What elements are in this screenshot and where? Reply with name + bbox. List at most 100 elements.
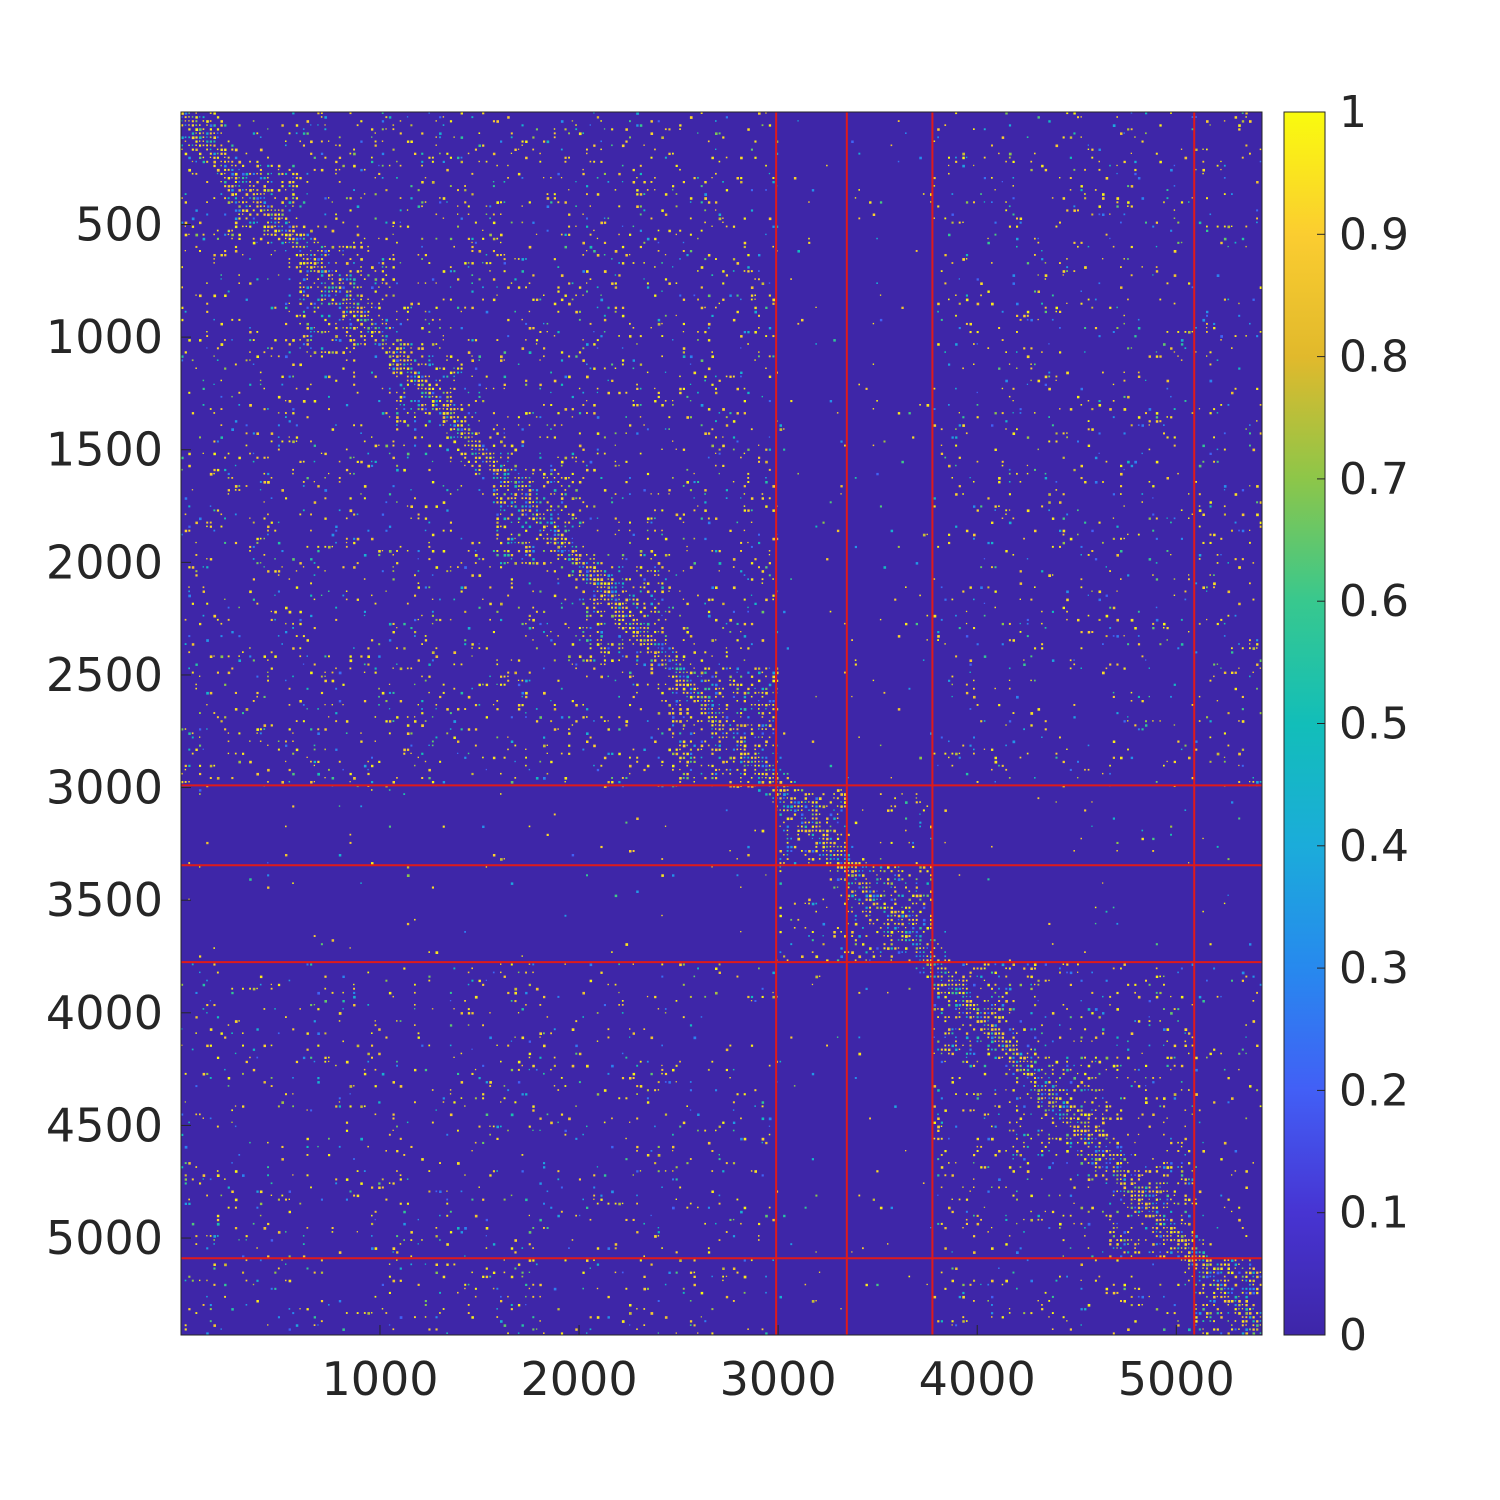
heatmap-cell — [328, 322, 331, 326]
heatmap-cell — [234, 363, 237, 366]
heatmap-cell — [249, 327, 251, 329]
heatmap-cell — [557, 578, 559, 580]
heatmap-cell — [560, 298, 564, 302]
heatmap-cell — [1163, 627, 1165, 629]
heatmap-cell — [578, 574, 581, 577]
heatmap-cell — [704, 700, 707, 702]
heatmap-cell — [371, 306, 373, 309]
heatmap-cell — [453, 598, 456, 601]
heatmap-cell — [209, 136, 212, 139]
heatmap-cell — [227, 606, 230, 609]
heatmap-cell — [181, 266, 183, 269]
heatmap-cell — [650, 327, 652, 329]
heatmap-cell — [1223, 489, 1226, 491]
heatmap-cell — [209, 505, 212, 507]
heatmap-cell — [345, 197, 348, 200]
heatmap-cell — [399, 339, 402, 342]
heatmap-cell — [743, 270, 746, 272]
heatmap-cell — [410, 367, 413, 370]
heatmap-cell — [582, 241, 585, 245]
heatmap-cell — [933, 140, 936, 142]
heatmap-cell — [435, 379, 437, 382]
heatmap-cell — [621, 655, 624, 658]
heatmap-cell — [442, 335, 444, 337]
heatmap-cell — [607, 590, 611, 594]
heatmap-cell — [672, 675, 675, 678]
heatmap-cell — [905, 622, 908, 626]
heatmap-cell — [342, 327, 344, 329]
heatmap-cell — [743, 387, 746, 390]
heatmap-cell — [761, 691, 764, 694]
heatmap-cell — [564, 408, 568, 411]
heatmap-cell — [586, 290, 588, 293]
heatmap-cell — [464, 452, 467, 455]
heatmap-cell — [381, 387, 384, 390]
heatmap-cell — [611, 606, 613, 609]
heatmap-cell — [1102, 213, 1105, 216]
heatmap-cell — [345, 598, 348, 601]
heatmap-cell — [1173, 274, 1177, 277]
heatmap-cell — [965, 635, 969, 638]
heatmap-cell — [715, 306, 717, 309]
heatmap-cell — [646, 582, 650, 585]
heatmap-cell — [406, 367, 410, 370]
heatmap-cell — [238, 209, 241, 212]
heatmap-cell — [421, 643, 423, 645]
heatmap-cell — [224, 233, 227, 236]
heatmap-cell — [1206, 120, 1209, 123]
heatmap-cell — [693, 509, 696, 512]
heatmap-cell — [707, 679, 710, 682]
heatmap-cell — [546, 537, 549, 540]
heatmap-cell — [188, 339, 191, 342]
heatmap-cell — [446, 400, 449, 403]
heatmap-cell — [528, 282, 531, 284]
heatmap-cell — [607, 582, 610, 585]
heatmap-cell — [446, 404, 449, 407]
heatmap-cell — [320, 290, 323, 293]
heatmap-cell — [560, 533, 564, 537]
heatmap-cell — [618, 598, 620, 601]
heatmap-cell — [747, 606, 749, 609]
heatmap-cell — [292, 172, 295, 176]
heatmap-cell — [410, 185, 413, 188]
heatmap-cell — [1019, 570, 1022, 573]
heatmap-cell — [1137, 416, 1141, 419]
heatmap-cell — [1120, 550, 1123, 553]
heatmap-cell — [564, 294, 567, 297]
heatmap-cell — [396, 318, 398, 321]
heatmap-cell — [417, 570, 420, 572]
heatmap-cell — [543, 517, 546, 520]
heatmap-cell — [750, 545, 753, 548]
heatmap-cell — [439, 695, 442, 699]
heatmap-cell — [324, 286, 327, 289]
heatmap-cell — [646, 570, 649, 572]
heatmap-cell — [320, 152, 324, 155]
heatmap-cell — [496, 533, 499, 536]
heatmap-cell — [704, 687, 707, 691]
heatmap-cell — [496, 339, 499, 341]
heatmap-cell — [765, 481, 768, 484]
heatmap-cell — [267, 164, 270, 168]
heatmap-cell — [446, 432, 448, 434]
heatmap-cell — [1084, 168, 1086, 171]
heatmap-cell — [543, 347, 546, 350]
heatmap-cell — [725, 375, 728, 378]
heatmap-cell — [747, 687, 750, 691]
heatmap-cell — [338, 700, 342, 703]
heatmap-cell — [679, 708, 682, 711]
heatmap-cell — [356, 225, 359, 228]
heatmap-cell — [424, 452, 428, 456]
heatmap-cell — [1012, 160, 1015, 163]
heatmap-cell — [1259, 525, 1262, 528]
heatmap-cell — [213, 258, 215, 260]
heatmap-cell — [718, 217, 722, 221]
heatmap-cell — [492, 278, 496, 281]
heatmap-cell — [1080, 477, 1083, 480]
heatmap-cell — [302, 314, 306, 318]
heatmap-cell — [948, 363, 951, 366]
heatmap-cell — [621, 602, 624, 605]
heatmap-cell — [1051, 424, 1054, 427]
heatmap-cell — [689, 663, 692, 665]
heatmap-cell — [958, 278, 960, 280]
heatmap-cell — [1152, 627, 1155, 630]
